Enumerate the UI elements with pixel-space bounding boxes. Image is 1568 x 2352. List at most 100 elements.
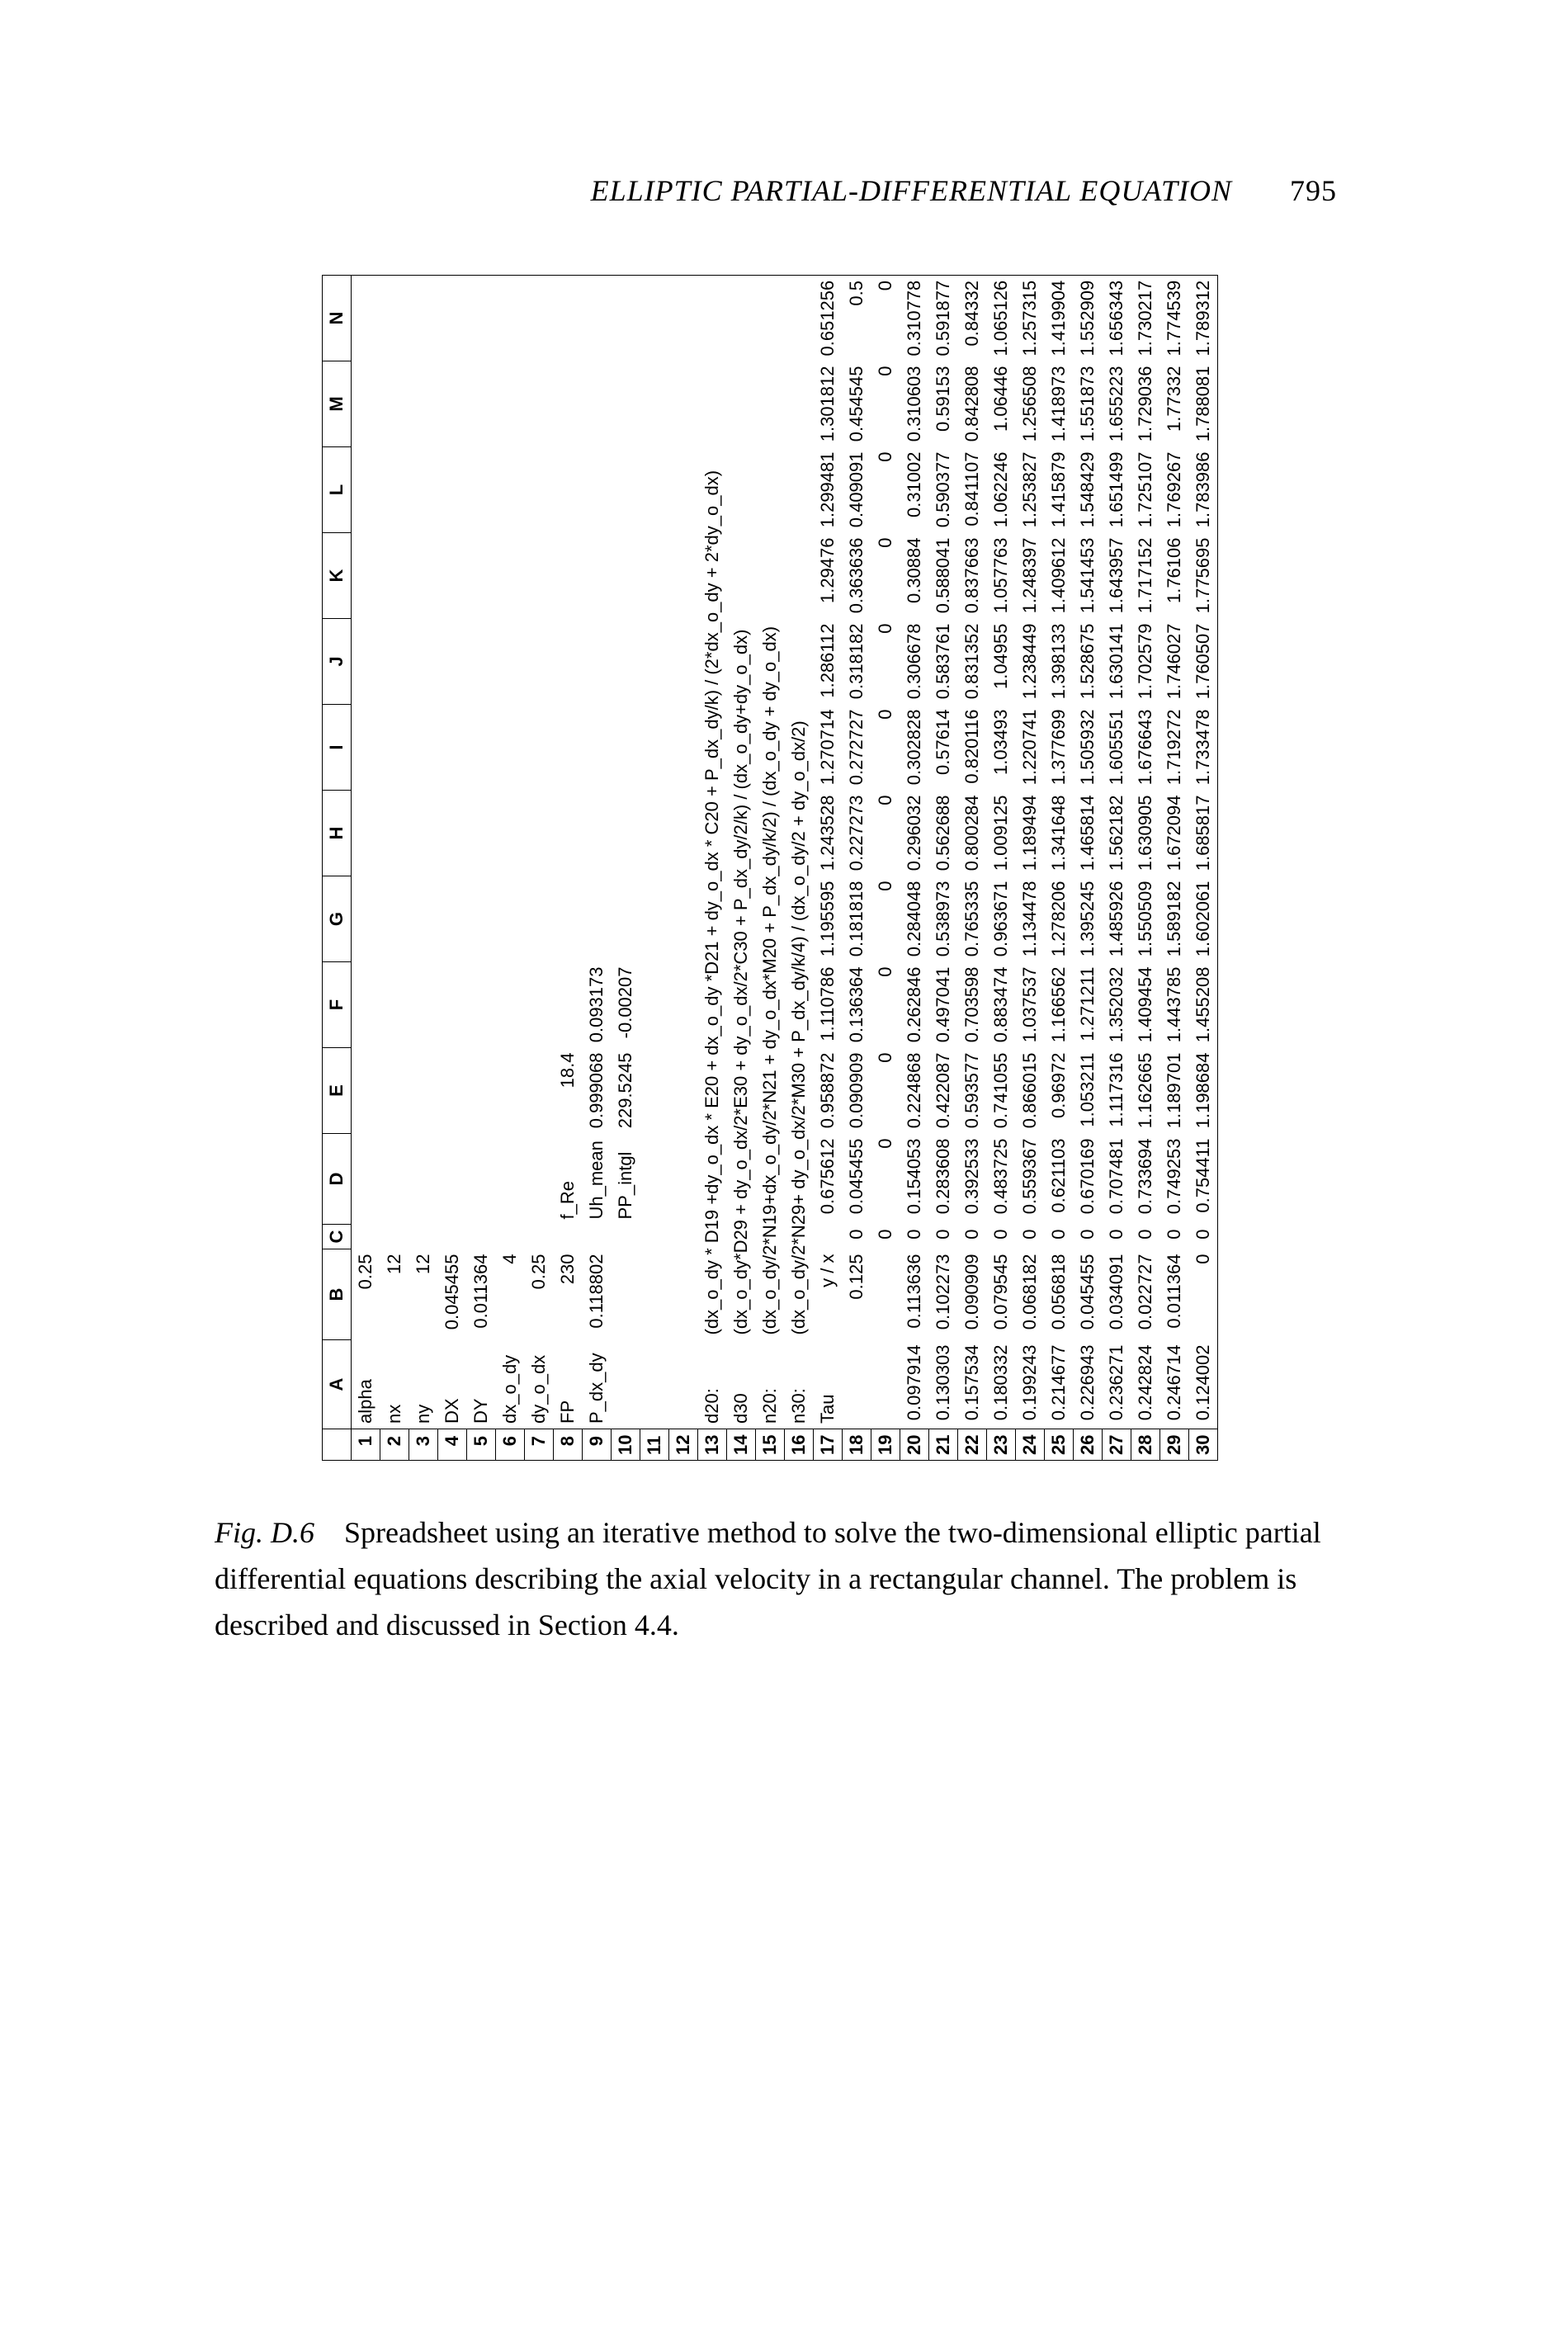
cell: 0.011364 xyxy=(467,1249,496,1340)
cell: 0 xyxy=(1131,1225,1160,1249)
row-header: 6 xyxy=(496,1429,525,1461)
cell: 0.226943 xyxy=(1074,1340,1103,1429)
row-header: 5 xyxy=(467,1429,496,1461)
cell: 1.630905 xyxy=(1131,791,1160,876)
cell: 1.775695 xyxy=(1189,533,1218,619)
caption-text: Spreadsheet using an iterative method to… xyxy=(215,1516,1321,1641)
cell xyxy=(380,1134,409,1225)
cell xyxy=(438,276,467,361)
cell: 0 xyxy=(1103,1225,1131,1249)
cell: 1.643957 xyxy=(1103,533,1131,619)
cell: 1.783986 xyxy=(1189,447,1218,533)
cell xyxy=(583,447,612,533)
cell: 0 xyxy=(843,1225,871,1249)
col-C: C xyxy=(323,1225,352,1249)
col-G: G xyxy=(323,876,352,962)
cell: 229.5245 xyxy=(612,1048,640,1134)
cell: d20: xyxy=(698,1340,727,1429)
cell: 1.676643 xyxy=(1131,705,1160,791)
formula-cell: (dx_o_dy/2*N29+ dy_o_dx/2*M30 + P_dx_dy/… xyxy=(785,276,814,1340)
col-D: D xyxy=(323,1134,352,1225)
row-22: 220.1575340.09090900.3925330.5935770.703… xyxy=(958,276,987,1461)
cell: 1.719272 xyxy=(1160,705,1189,791)
cell: 1.552909 xyxy=(1074,276,1103,361)
cell: 1.418973 xyxy=(1045,361,1074,447)
cell: DY xyxy=(467,1340,496,1429)
row-header: 7 xyxy=(525,1429,554,1461)
cell xyxy=(640,791,669,876)
cell: 0.310778 xyxy=(900,276,929,361)
cell xyxy=(583,361,612,447)
col-N: N xyxy=(323,276,352,361)
cell: 1.548429 xyxy=(1074,447,1103,533)
cell: 0 xyxy=(871,705,900,791)
cell xyxy=(380,791,409,876)
cell: 1.377699 xyxy=(1045,705,1074,791)
cell xyxy=(352,1134,380,1225)
cell xyxy=(467,533,496,619)
row-header: 13 xyxy=(698,1429,727,1461)
cell: Uh_mean xyxy=(583,1134,612,1225)
cell: 0.593577 xyxy=(958,1048,987,1134)
cell: 230 xyxy=(554,1249,583,1340)
cell: 0 xyxy=(871,276,900,361)
row-16: 16n30:(dx_o_dy/2*N29+ dy_o_dx/2*M30 + P_… xyxy=(785,276,814,1461)
row-header: 26 xyxy=(1074,1429,1103,1461)
cell: 1.29476 xyxy=(814,533,843,619)
cell: 0.056818 xyxy=(1045,1249,1074,1340)
row-header: 18 xyxy=(843,1429,871,1461)
col-L: L xyxy=(323,447,352,533)
formula-cell: (dx_o_dy/2*N19+dx_o_dy/2*N21 + dy_o_dx*M… xyxy=(756,276,785,1340)
cell: 0.045455 xyxy=(1074,1249,1103,1340)
cell xyxy=(409,705,438,791)
cell xyxy=(409,876,438,962)
cell: 0 xyxy=(958,1225,987,1249)
cell xyxy=(612,791,640,876)
cell: 1.551873 xyxy=(1074,361,1103,447)
row-header: 29 xyxy=(1160,1429,1189,1461)
cell xyxy=(612,1225,640,1249)
cell: 0.090909 xyxy=(958,1249,987,1340)
cell xyxy=(669,1340,698,1429)
cell: 1.630141 xyxy=(1103,619,1131,705)
cell: 0 xyxy=(871,1134,900,1225)
cell xyxy=(554,791,583,876)
cell: 1.341648 xyxy=(1045,791,1074,876)
cell: 0.363636 xyxy=(843,533,871,619)
cell: P_dx_dy xyxy=(583,1340,612,1429)
cell: 1.299481 xyxy=(814,447,843,533)
cell xyxy=(496,705,525,791)
cell: 1.257315 xyxy=(1016,276,1045,361)
cell: 1.286112 xyxy=(814,619,843,705)
cell xyxy=(467,1134,496,1225)
cell xyxy=(554,1225,583,1249)
cell: 1.062246 xyxy=(987,447,1016,533)
cell xyxy=(380,1048,409,1134)
cell: 1.415879 xyxy=(1045,447,1074,533)
cell xyxy=(438,876,467,962)
cell: 0 xyxy=(1045,1225,1074,1249)
cell xyxy=(496,1134,525,1225)
cell xyxy=(380,361,409,447)
cell: 1.550509 xyxy=(1131,876,1160,962)
col-F: F xyxy=(323,962,352,1048)
cell: 1.271211 xyxy=(1074,962,1103,1048)
cell: 0.866015 xyxy=(1016,1048,1045,1134)
cell: 0.454545 xyxy=(843,361,871,447)
cell xyxy=(438,1134,467,1225)
row-8: 8FP230f_Re18.4 xyxy=(554,276,583,1461)
cell xyxy=(612,533,640,619)
cell xyxy=(583,619,612,705)
cell: 0.765335 xyxy=(958,876,987,962)
row-20: 200.0979140.11363600.1540530.2248680.262… xyxy=(900,276,929,1461)
cell: 1.053211 xyxy=(1074,1048,1103,1134)
cell: 0.741055 xyxy=(987,1048,1016,1134)
row-header: 14 xyxy=(727,1429,756,1461)
cell xyxy=(525,962,554,1048)
cell: 1.485926 xyxy=(1103,876,1131,962)
cell: 0.733694 xyxy=(1131,1134,1160,1225)
cell: 1.465814 xyxy=(1074,791,1103,876)
row-header: 2 xyxy=(380,1429,409,1461)
row-header: 24 xyxy=(1016,1429,1045,1461)
cell: 1.409454 xyxy=(1131,962,1160,1048)
